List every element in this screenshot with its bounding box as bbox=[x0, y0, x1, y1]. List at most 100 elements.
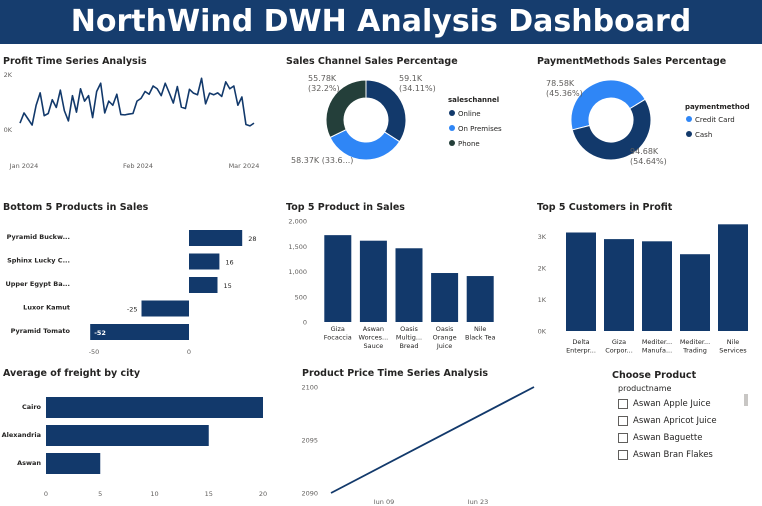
data-label: 28 bbox=[248, 235, 256, 243]
bar bbox=[46, 397, 263, 418]
checkbox[interactable] bbox=[618, 433, 628, 443]
category-label: Delta Enterpr... bbox=[566, 338, 596, 355]
bar bbox=[359, 240, 387, 322]
x-tick-label: 0 bbox=[44, 490, 48, 498]
y-tick-label: 2,000 bbox=[288, 218, 307, 226]
checkbox[interactable] bbox=[618, 399, 628, 409]
slicer-item-label: Aswan Bran Flakes bbox=[633, 450, 713, 460]
slicer-scrollbar[interactable] bbox=[744, 394, 748, 406]
bar bbox=[189, 253, 220, 270]
category-label: Oasis Orange Juice bbox=[433, 325, 457, 350]
bar bbox=[189, 277, 218, 293]
category-label: Aswan Worces... Sauce bbox=[359, 325, 389, 350]
donut-slice bbox=[570, 79, 646, 131]
legend-label: Cash bbox=[695, 131, 712, 139]
slicer-title: Choose Product bbox=[612, 370, 697, 381]
y-tick-label: 3K bbox=[538, 233, 547, 241]
y-tick-label: 1,500 bbox=[288, 243, 307, 251]
bar bbox=[395, 248, 423, 322]
x-tick-label: -50 bbox=[89, 348, 100, 356]
y-tick-label: 2100 bbox=[301, 384, 318, 392]
data-label: 15 bbox=[224, 282, 232, 290]
category-label: Mediter... Manufa... bbox=[642, 338, 672, 355]
profit-ts-chart[interactable]: 2K 0K Jan 2024 Feb 2024 Mar 2024 bbox=[0, 66, 275, 176]
header-banner bbox=[0, 0, 762, 44]
x-tick-label: 5 bbox=[98, 490, 102, 498]
x-tick-label: Jun 23 bbox=[467, 498, 489, 504]
sales-channel-donut[interactable]: 59.1K (34.11%) 58.37K (33.6...) 55.78K (32.2… bbox=[282, 66, 522, 176]
y-tick-label: 0K bbox=[538, 328, 547, 336]
bar bbox=[680, 254, 710, 331]
x-tick-label: 20 bbox=[259, 490, 267, 498]
bar bbox=[90, 324, 189, 340]
bar bbox=[566, 232, 596, 331]
data-label: 16 bbox=[225, 259, 233, 267]
price-ts-title: Product Price Time Series Analysis bbox=[302, 368, 489, 379]
x-tick-label: Jan 2024 bbox=[9, 162, 39, 170]
bar bbox=[46, 453, 101, 474]
sales-channel-title: Sales Channel Sales Percentage bbox=[286, 56, 458, 67]
payment-donut[interactable]: 78.58K (45.36%) 94.68K (54.64%) paymentmetho… bbox=[532, 66, 760, 176]
legend-label: Phone bbox=[458, 140, 480, 148]
slicer-item[interactable]: Aswan Baguette bbox=[618, 431, 702, 445]
y-tick-label: 1,000 bbox=[288, 268, 307, 276]
freight-chart[interactable]: Cairo Alexandria Aswan 0 5 10 15 20 bbox=[0, 378, 280, 504]
donut-slice bbox=[325, 79, 367, 139]
x-tick-label: Feb 2024 bbox=[123, 162, 153, 170]
y-tick-label: 0K bbox=[4, 126, 13, 134]
legend-label: On Premises bbox=[458, 125, 502, 133]
product-slicer: Choose Product productname Aswan Apple J… bbox=[612, 368, 754, 504]
category-label: Mediter... Trading bbox=[680, 338, 710, 355]
x-tick-label: 0 bbox=[187, 348, 191, 356]
data-label: -52 bbox=[94, 329, 106, 337]
data-label: 55.78K (32.2%) bbox=[308, 74, 340, 93]
category-label: Aswan bbox=[17, 459, 41, 467]
y-tick-label: 2K bbox=[538, 265, 547, 273]
data-label: 59.1K (34.11%) bbox=[399, 74, 436, 93]
legend-marker bbox=[449, 125, 455, 131]
profit-ts-title: Profit Time Series Analysis bbox=[3, 56, 147, 67]
bar bbox=[141, 300, 189, 317]
x-tick-label: 15 bbox=[205, 490, 213, 498]
profit-series-line bbox=[19, 77, 255, 127]
data-label: -25 bbox=[127, 306, 138, 314]
y-tick-label: 0 bbox=[303, 319, 307, 327]
y-tick-label: 2090 bbox=[301, 490, 318, 498]
bar bbox=[431, 273, 459, 322]
category-label: Nile Services bbox=[719, 338, 747, 355]
category-label: Upper Egypt Ba... bbox=[5, 280, 70, 288]
bottom5-title: Bottom 5 Products in Sales bbox=[3, 202, 149, 213]
checkbox[interactable] bbox=[618, 416, 628, 426]
bar bbox=[604, 239, 634, 331]
x-tick-label: Jun 09 bbox=[373, 498, 395, 504]
dashboard-title: NorthWind DWH Analysis Dashboard bbox=[70, 4, 692, 39]
bar bbox=[466, 276, 494, 322]
slicer-item[interactable]: Aswan Apple Juice bbox=[618, 397, 711, 411]
data-label: 94.68K (54.64%) bbox=[630, 147, 667, 166]
data-label: 58.37K (33.6...) bbox=[291, 156, 353, 165]
legend-label: Online bbox=[458, 110, 481, 118]
top5-products-chart[interactable]: 0 500 1,000 1,500 2,000 Giza Focaccia Aswan Worc… bbox=[282, 212, 522, 362]
checkbox[interactable] bbox=[618, 450, 628, 460]
slicer-item[interactable]: Aswan Apricot Juice bbox=[618, 414, 717, 428]
donut-slice bbox=[329, 128, 401, 161]
legend-marker bbox=[449, 110, 455, 116]
slicer-item-label: Aswan Apple Juice bbox=[633, 399, 711, 409]
category-label: Giza Corpor... bbox=[605, 338, 633, 355]
bar bbox=[642, 241, 672, 331]
slicer-item[interactable]: Aswan Bran Flakes bbox=[618, 448, 713, 462]
price-series-line bbox=[330, 386, 535, 494]
category-label: Alexandria bbox=[2, 431, 41, 439]
top5-customers-chart[interactable]: 0K 1K 2K 3K Delta Enterpr... Giza Corpor... Medi… bbox=[532, 212, 760, 362]
legend-title: saleschannel bbox=[448, 96, 499, 104]
y-tick-label: 2K bbox=[4, 71, 13, 79]
data-label: 78.58K (45.36%) bbox=[546, 79, 583, 98]
category-label: Oasis Multig... Bread bbox=[396, 325, 422, 350]
bottom5-chart[interactable]: Pyramid Buckw... 28 Sphinx Lucky C... 16 Upp… bbox=[0, 212, 275, 362]
category-label: Pyramid Tomato bbox=[11, 327, 71, 335]
bar bbox=[324, 235, 352, 322]
price-ts-chart[interactable]: 2090 2095 2100 Jun 09 Jun 23 bbox=[282, 378, 542, 504]
donut-slice bbox=[571, 98, 652, 161]
y-tick-label: 500 bbox=[295, 293, 307, 301]
x-tick-label: Mar 2024 bbox=[229, 162, 260, 170]
